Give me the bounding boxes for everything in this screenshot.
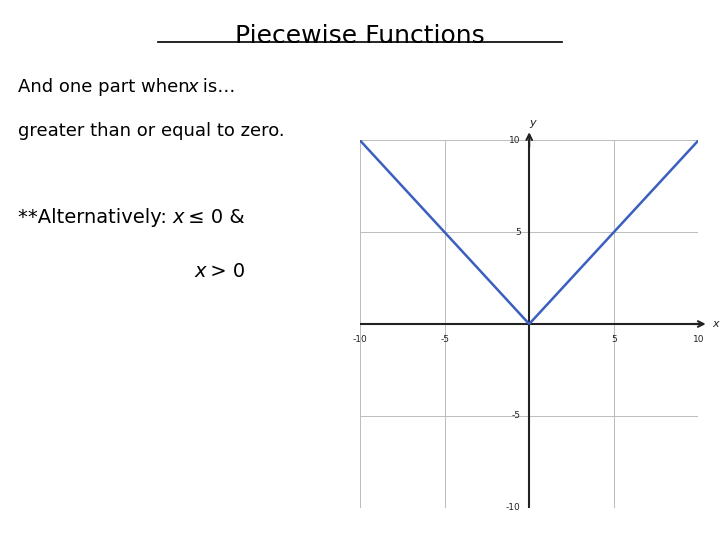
Text: x: x <box>173 208 184 227</box>
Text: x: x <box>187 78 198 96</box>
Text: ≤ 0 &: ≤ 0 & <box>182 208 245 227</box>
Text: And one part when: And one part when <box>18 78 195 96</box>
Text: Piecewise Functions: Piecewise Functions <box>235 24 485 48</box>
Text: greater than or equal to zero.: greater than or equal to zero. <box>18 122 284 139</box>
Text: 5: 5 <box>515 228 521 237</box>
Text: x: x <box>194 262 206 281</box>
Text: is…: is… <box>197 78 235 96</box>
Text: > 0: > 0 <box>204 262 245 281</box>
Text: 5: 5 <box>611 335 616 344</box>
Text: -10: -10 <box>506 503 521 512</box>
Text: -10: -10 <box>353 335 367 344</box>
Text: **Alternatively:: **Alternatively: <box>18 208 173 227</box>
Text: x: x <box>712 319 719 329</box>
Text: 10: 10 <box>509 136 521 145</box>
Text: y: y <box>529 118 536 127</box>
Text: 10: 10 <box>693 335 704 344</box>
Text: -5: -5 <box>440 335 449 344</box>
Text: -5: -5 <box>512 411 521 420</box>
